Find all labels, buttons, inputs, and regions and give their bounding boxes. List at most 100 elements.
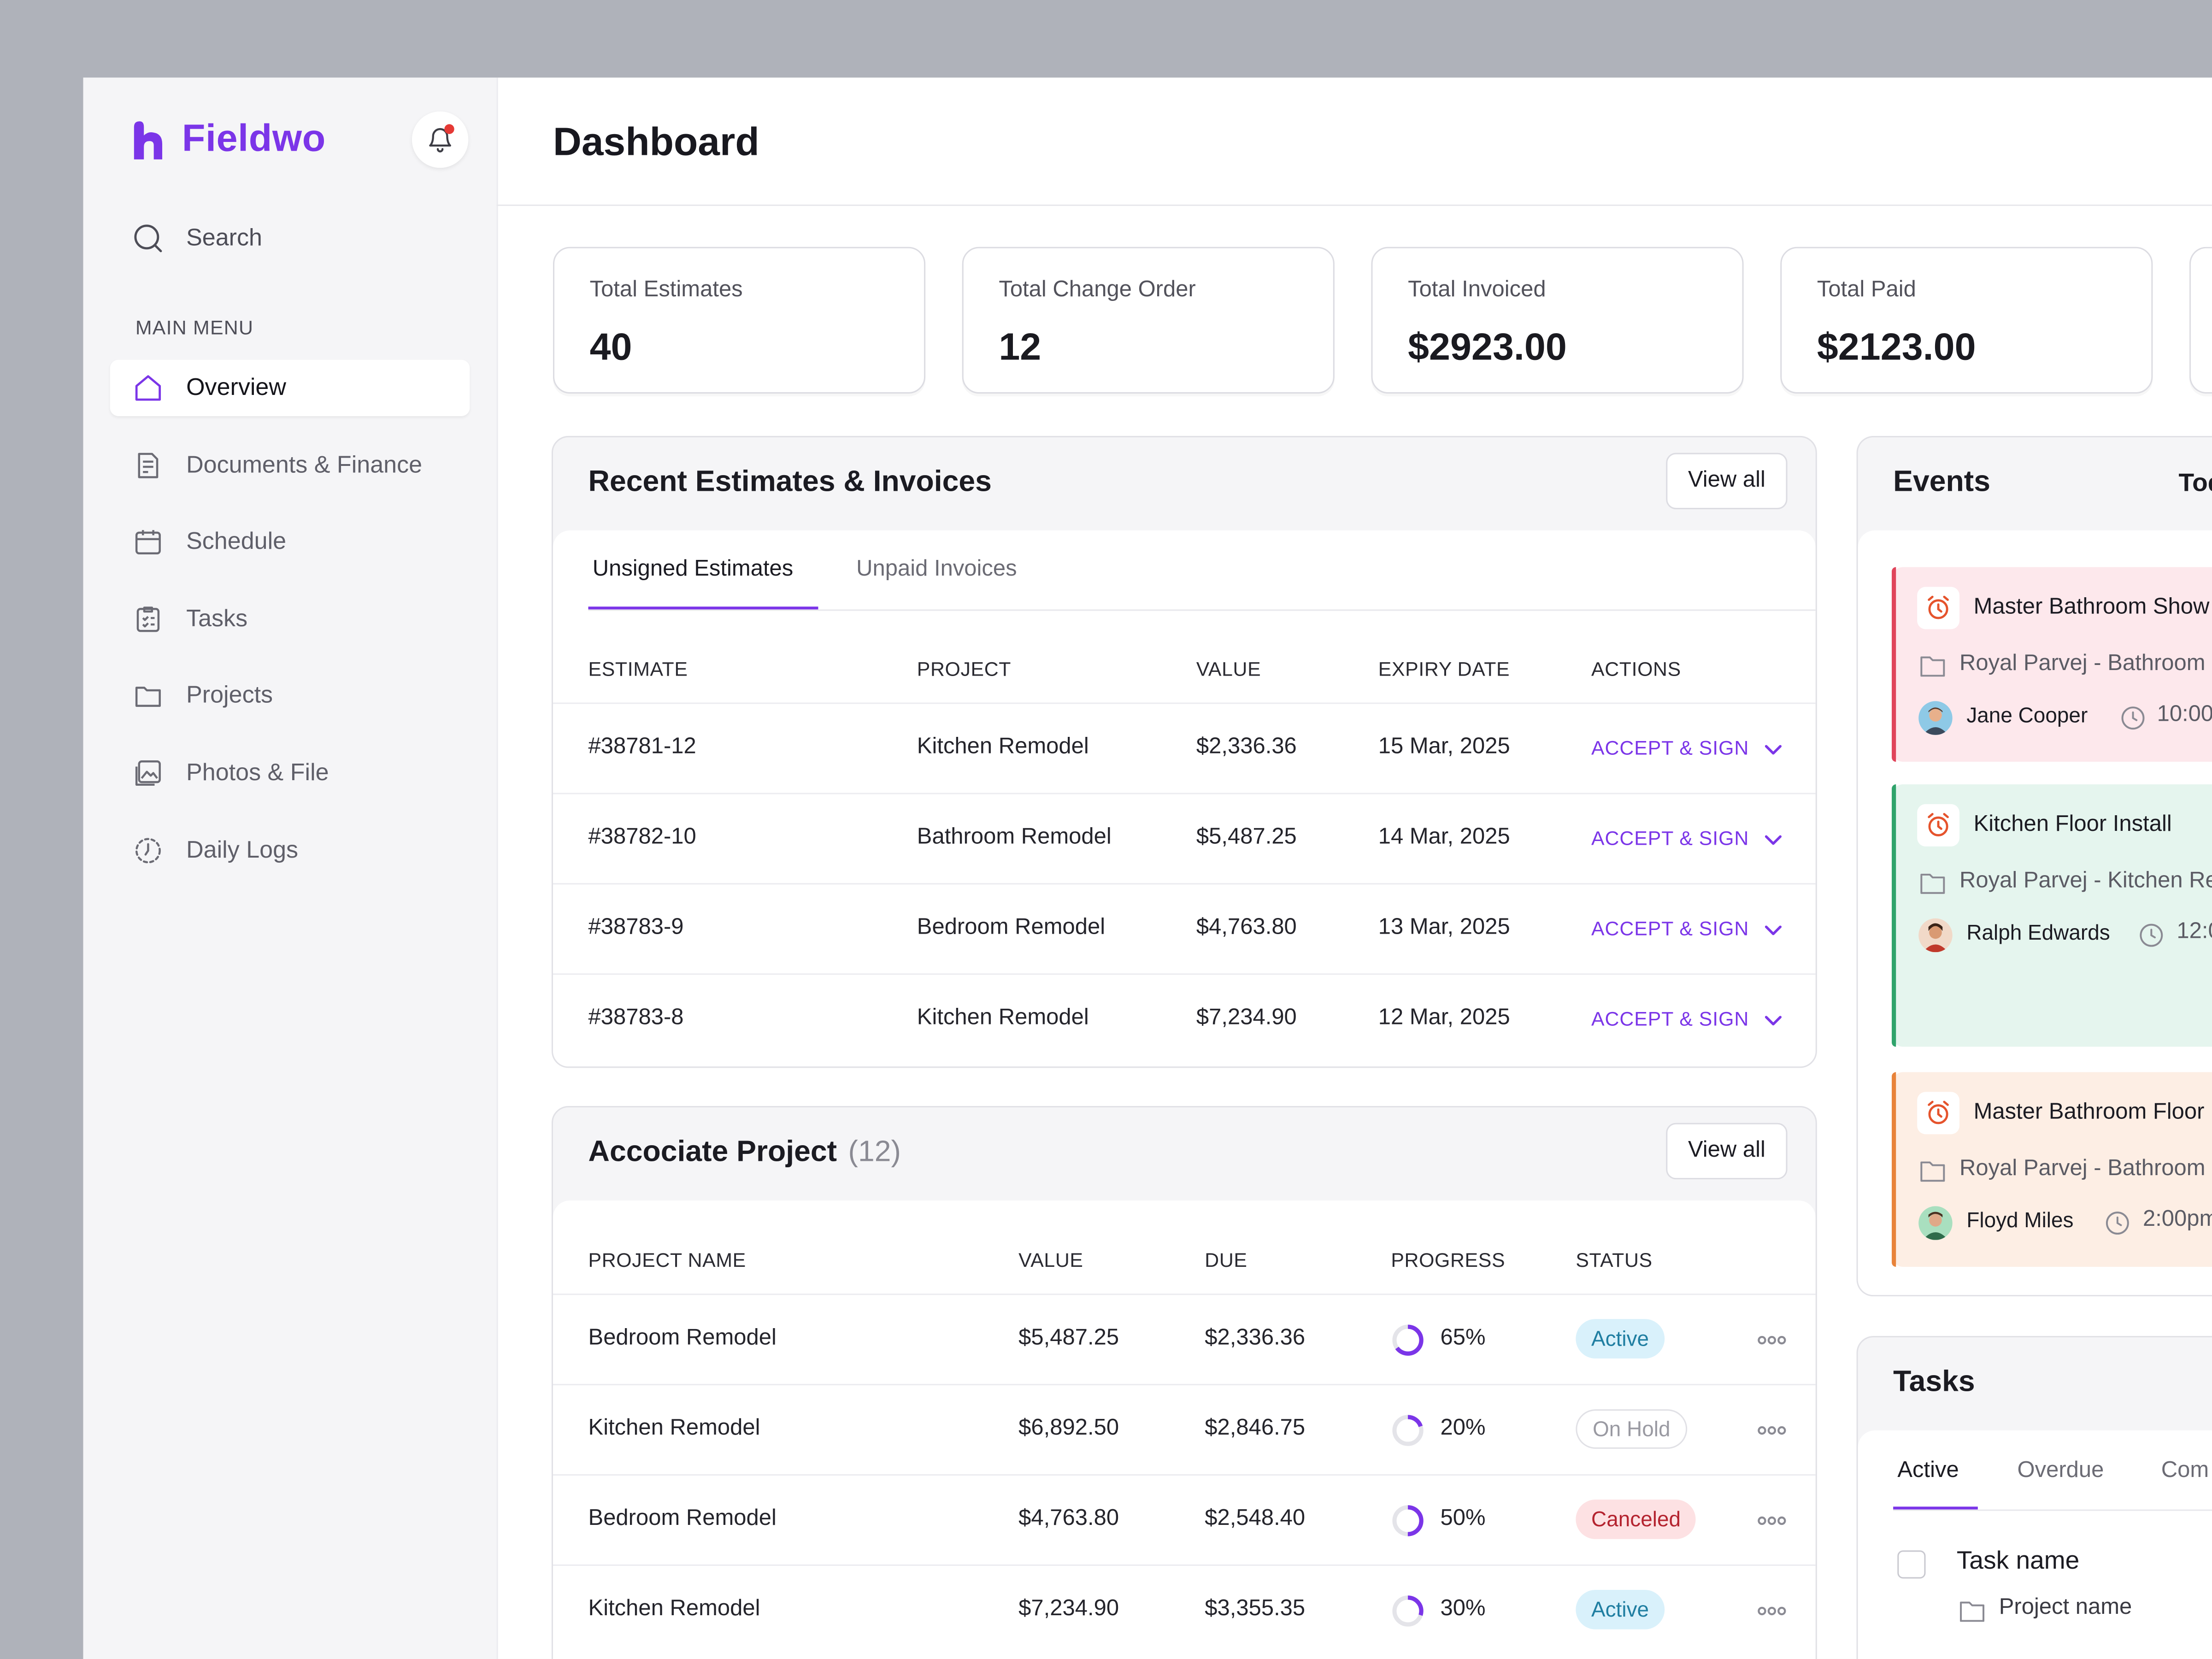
task-name: Task name xyxy=(1956,1546,2080,1575)
event-card[interactable]: Master Bathroom Floor Royal Parvej - Bat… xyxy=(1892,1072,2212,1267)
table-row[interactable]: Bedroom Remodel $4,763.80 $2,548.40 50% … xyxy=(553,1474,1816,1566)
bell-icon xyxy=(429,128,451,153)
search-label: Search xyxy=(186,224,263,251)
folder-icon xyxy=(1920,873,1945,894)
document-icon xyxy=(133,449,164,480)
accept-sign-button[interactable]: ACCEPT & SIGN xyxy=(1591,1007,1749,1030)
search-icon xyxy=(134,224,162,253)
folder-icon xyxy=(1920,1161,1945,1182)
estimate-value: $5,487.25 xyxy=(1196,825,1297,849)
stat-card-partial[interactable] xyxy=(2189,247,2212,394)
progress-ring xyxy=(1392,1505,1424,1536)
tab-unpaid-invoices[interactable]: Unpaid Invoices xyxy=(856,557,1017,582)
page-title: Dashboard xyxy=(553,120,759,164)
estimate-expiry: 14 Mar, 2025 xyxy=(1378,825,1510,849)
table-row[interactable]: Bedroom Remodel $5,487.25 $2,336.36 65% … xyxy=(553,1294,1816,1385)
tab-unsigned-estimates[interactable]: Unsigned Estimates xyxy=(592,557,794,582)
table-row[interactable]: Kitchen Remodel $6,892.50 $2,846.75 20% … xyxy=(553,1384,1816,1476)
project-due: $2,548.40 xyxy=(1205,1506,1306,1531)
associate-project-panel: Accociate Project (12) View all PROJECT N… xyxy=(551,1106,1817,1659)
project-value: $5,487.25 xyxy=(1018,1326,1119,1350)
accept-sign-button[interactable]: ACCEPT & SIGN xyxy=(1591,826,1749,849)
view-all-estimates-button[interactable]: View all xyxy=(1666,453,1788,510)
panel-title: Accociate Project (12) xyxy=(588,1135,901,1169)
column-header[interactable]: DUE xyxy=(1205,1248,1247,1271)
estimate-project: Bathroom Remodel xyxy=(917,825,1112,849)
column-header[interactable]: VALUE xyxy=(1018,1248,1083,1271)
column-header[interactable]: EXPIRY DATE xyxy=(1378,657,1510,680)
sidebar-item-overview[interactable]: Overview xyxy=(110,359,470,417)
estimate-project: Bedroom Remodel xyxy=(917,915,1106,940)
search-button[interactable]: Search xyxy=(131,222,262,255)
table-row[interactable]: #38783-8 Kitchen Remodel $7,234.90 12 Ma… xyxy=(553,973,1816,1065)
panel-title-text: Accociate Project xyxy=(588,1135,837,1168)
stat-value: 40 xyxy=(589,326,632,368)
table-row[interactable]: #38782-10 Bathroom Remodel $5,487.25 14 … xyxy=(553,793,1816,884)
chevron-down-icon[interactable] xyxy=(1762,1009,1784,1031)
accept-sign-button[interactable]: ACCEPT & SIGN xyxy=(1591,917,1749,940)
event-title: Kitchen Floor Install xyxy=(1973,812,2172,837)
estimate-expiry: 12 Mar, 2025 xyxy=(1378,1006,1510,1030)
column-header[interactable]: PROGRESS xyxy=(1391,1248,1506,1271)
column-header[interactable]: PROJECT NAME xyxy=(588,1248,746,1271)
tab-overdue[interactable]: Overdue xyxy=(2017,1459,2104,1483)
brand-logo[interactable]: Fieldwo xyxy=(131,117,326,161)
table-row[interactable]: #38783-9 Bedroom Remodel $4,763.80 13 Ma… xyxy=(553,883,1816,975)
project-name: Kitchen Remodel xyxy=(588,1416,760,1441)
clock-icon xyxy=(2140,924,2163,947)
task-item[interactable]: Task name Project name xyxy=(1858,1509,2212,1659)
column-header[interactable]: STATUS xyxy=(1576,1248,1653,1271)
more-options-icon[interactable] xyxy=(1756,1512,1787,1530)
stat-label: Total Invoiced xyxy=(1408,278,1546,302)
alarm-clock-icon xyxy=(1917,587,1960,629)
estimate-value: $2,336.36 xyxy=(1196,735,1297,759)
event-title: Master Bathroom Floor xyxy=(1973,1100,2205,1124)
stat-card-total-paid[interactable]: Total Paid $2123.00 xyxy=(1780,247,2153,394)
events-filter-today[interactable]: Today xyxy=(2178,468,2212,497)
recent-estimates-panel: Recent Estimates & Invoices View all Uns… xyxy=(551,435,1817,1068)
event-project: Royal Parvej - Kitchen Re xyxy=(1959,869,2212,893)
app-window: Fieldwo Search MAIN MENU xyxy=(83,77,2212,1659)
tab-completed[interactable]: Com xyxy=(2161,1459,2209,1483)
tab-active[interactable]: Active xyxy=(1897,1459,1959,1483)
home-icon xyxy=(133,372,164,403)
sidebar-item-daily-logs[interactable]: Daily Logs xyxy=(110,822,470,878)
estimate-expiry: 15 Mar, 2025 xyxy=(1378,735,1510,759)
projects-table-area: PROJECT NAME VALUE DUE PROGRESS STATUS B… xyxy=(553,1200,1816,1659)
stat-card-total-estimates[interactable]: Total Estimates 40 xyxy=(553,247,926,394)
folder-icon xyxy=(133,681,164,712)
project-due: $3,355.35 xyxy=(1205,1597,1306,1621)
sidebar-item-tasks[interactable]: Tasks xyxy=(110,591,470,647)
event-card[interactable]: Kitchen Floor Install Royal Parvej - Kit… xyxy=(1892,784,2212,1047)
events-panel: Events Today Master Bathroom Show Royal … xyxy=(1856,435,2212,1297)
chevron-down-icon[interactable] xyxy=(1762,828,1784,851)
column-header[interactable]: VALUE xyxy=(1196,657,1261,680)
table-row[interactable]: #38781-12 Kitchen Remodel $2,336.36 15 M… xyxy=(553,702,1816,794)
alarm-clock-icon xyxy=(1917,804,1960,847)
sidebar-item-photos-file[interactable]: Photos & File xyxy=(110,745,470,801)
sidebar-item-schedule[interactable]: Schedule xyxy=(110,514,470,570)
log-icon xyxy=(133,835,164,865)
sidebar-item-projects[interactable]: Projects xyxy=(110,668,470,724)
sidebar-item-documents-finance[interactable]: Documents & Finance xyxy=(110,437,470,493)
chevron-down-icon[interactable] xyxy=(1762,738,1784,760)
logo-icon xyxy=(134,120,163,159)
view-all-projects-button[interactable]: View all xyxy=(1666,1123,1788,1180)
more-options-icon[interactable] xyxy=(1756,1422,1787,1439)
clock-icon xyxy=(2121,706,2145,730)
avatar xyxy=(1918,918,1953,953)
column-header[interactable]: ESTIMATE xyxy=(588,657,688,680)
stat-card-total-change-order[interactable]: Total Change Order 12 xyxy=(962,247,1335,394)
accept-sign-button[interactable]: ACCEPT & SIGN xyxy=(1591,736,1749,759)
task-tabs: Active Overdue Com xyxy=(1893,1430,2212,1511)
chevron-down-icon[interactable] xyxy=(1762,918,1784,941)
stat-card-total-invoiced[interactable]: Total Invoiced $2923.00 xyxy=(1371,247,1744,394)
column-header[interactable]: PROJECT xyxy=(917,657,1012,680)
task-checkbox[interactable] xyxy=(1897,1550,1926,1579)
notifications-button[interactable] xyxy=(412,111,469,168)
more-options-icon[interactable] xyxy=(1756,1603,1787,1620)
table-row[interactable]: Kitchen Remodel $7,234.90 $3,355.35 30% … xyxy=(553,1564,1816,1656)
more-options-icon[interactable] xyxy=(1756,1332,1787,1349)
event-card[interactable]: Master Bathroom Show Royal Parvej - Bath… xyxy=(1892,567,2212,762)
project-name: Bedroom Remodel xyxy=(588,1506,777,1531)
